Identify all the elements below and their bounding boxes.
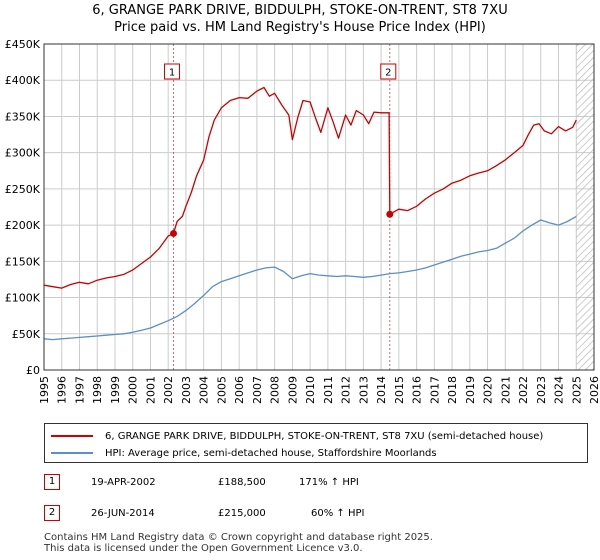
y-tick-label: £150K — [5, 255, 41, 268]
x-tick-label: 2017 — [428, 376, 441, 404]
x-tick-label: 2001 — [144, 376, 157, 404]
sale-hpi-change: 60% ↑ HPI — [311, 508, 365, 519]
legend-swatch-hpi — [51, 452, 93, 454]
x-tick-label: 2009 — [286, 376, 299, 404]
plot-border — [43, 43, 595, 371]
x-tick-label: 2026 — [588, 376, 600, 404]
sale-label-box — [380, 63, 397, 80]
x-tick-label: 2010 — [304, 376, 317, 404]
y-tick-label: £350K — [5, 110, 41, 123]
sale-date: 26-JUN-2014 — [91, 508, 155, 519]
x-tick-label: 2016 — [411, 376, 424, 404]
x-tick-label: 1999 — [109, 376, 122, 404]
sale-point — [170, 229, 178, 237]
x-tick-label: 1997 — [73, 376, 86, 404]
sale-price: £188,500 — [218, 477, 266, 488]
sale-marker-badge: 2 — [44, 505, 60, 521]
y-tick-label: £0 — [26, 364, 40, 377]
x-tick-label: 2021 — [499, 376, 512, 404]
x-tick-label: 2023 — [535, 376, 548, 404]
x-tick-label: 2008 — [269, 376, 282, 404]
x-tick-label: 2018 — [446, 376, 459, 404]
y-tick-label: £300K — [5, 147, 41, 160]
x-tick-label: 2004 — [198, 376, 211, 404]
sale-marker-badge: 1 — [44, 474, 60, 490]
legend-label-property: 6, GRANGE PARK DRIVE, BIDDULPH, STOKE-ON… — [105, 430, 544, 442]
x-tick-label: 1998 — [91, 376, 104, 404]
x-tick-label: 2019 — [464, 376, 477, 404]
legend: 6, GRANGE PARK DRIVE, BIDDULPH, STOKE-ON… — [44, 423, 588, 463]
x-tick-label: 2015 — [393, 376, 406, 404]
x-tick-label: 2005 — [215, 376, 228, 404]
future-hatch-region — [576, 44, 594, 370]
property-price-line — [43, 86, 577, 289]
x-tick-label: 2007 — [251, 376, 264, 404]
x-tick-label: 1995 — [38, 376, 51, 404]
x-tick-label: 2002 — [162, 376, 175, 404]
y-tick-label: £100K — [5, 292, 41, 305]
legend-label-hpi: HPI: Average price, semi-detached house,… — [105, 447, 437, 459]
price-chart: £0 £50K £100K £150K £200K £250K £300K £350K £400… — [5, 38, 600, 404]
y-tick-label: £450K — [5, 38, 41, 51]
y-tick-label: £250K — [5, 183, 41, 196]
y-tick-label: £200K — [5, 219, 41, 232]
x-tick-label: 2020 — [482, 376, 495, 404]
footer-licence: This data is licensed under the Open Gov… — [44, 543, 363, 554]
sale-date: 19-APR-2002 — [91, 477, 156, 488]
y-tick-label: £400K — [5, 74, 41, 87]
x-tick-label: 2022 — [517, 376, 530, 404]
chart-subtitle: Price paid vs. HM Land Registry's House … — [114, 20, 486, 35]
hpi-line — [43, 215, 577, 341]
sale-price: £215,000 — [218, 508, 266, 519]
sale-hpi-change: 171% ↑ HPI — [299, 477, 359, 488]
x-tick-label: 2013 — [357, 376, 370, 404]
sale-label-text: 1 — [169, 68, 175, 79]
plot-area — [44, 44, 594, 370]
x-tick-label: 2000 — [127, 376, 140, 404]
legend-item-hpi: HPI: Average price, semi-detached house,… — [51, 445, 437, 461]
x-tick-label: 1996 — [56, 376, 69, 404]
sale-label-box — [164, 63, 181, 80]
x-tick-label: 2012 — [340, 376, 353, 404]
sale-label-text: 2 — [385, 68, 391, 79]
legend-swatch-property — [51, 435, 93, 437]
x-tick-label: 2014 — [375, 376, 388, 404]
x-tick-label: 2011 — [322, 376, 335, 404]
chart-title: 6, GRANGE PARK DRIVE, BIDDULPH, STOKE-ON… — [92, 3, 508, 18]
footer-copyright: Contains HM Land Registry data © Crown c… — [44, 532, 433, 543]
x-tick-label: 2003 — [180, 376, 193, 404]
x-tick-label: 2024 — [553, 376, 566, 404]
sale-point — [386, 210, 394, 218]
y-tick-label: £50K — [12, 328, 41, 341]
x-tick-label: 2025 — [570, 376, 583, 404]
x-tick-label: 2006 — [233, 376, 246, 404]
legend-item-property: 6, GRANGE PARK DRIVE, BIDDULPH, STOKE-ON… — [51, 428, 543, 444]
